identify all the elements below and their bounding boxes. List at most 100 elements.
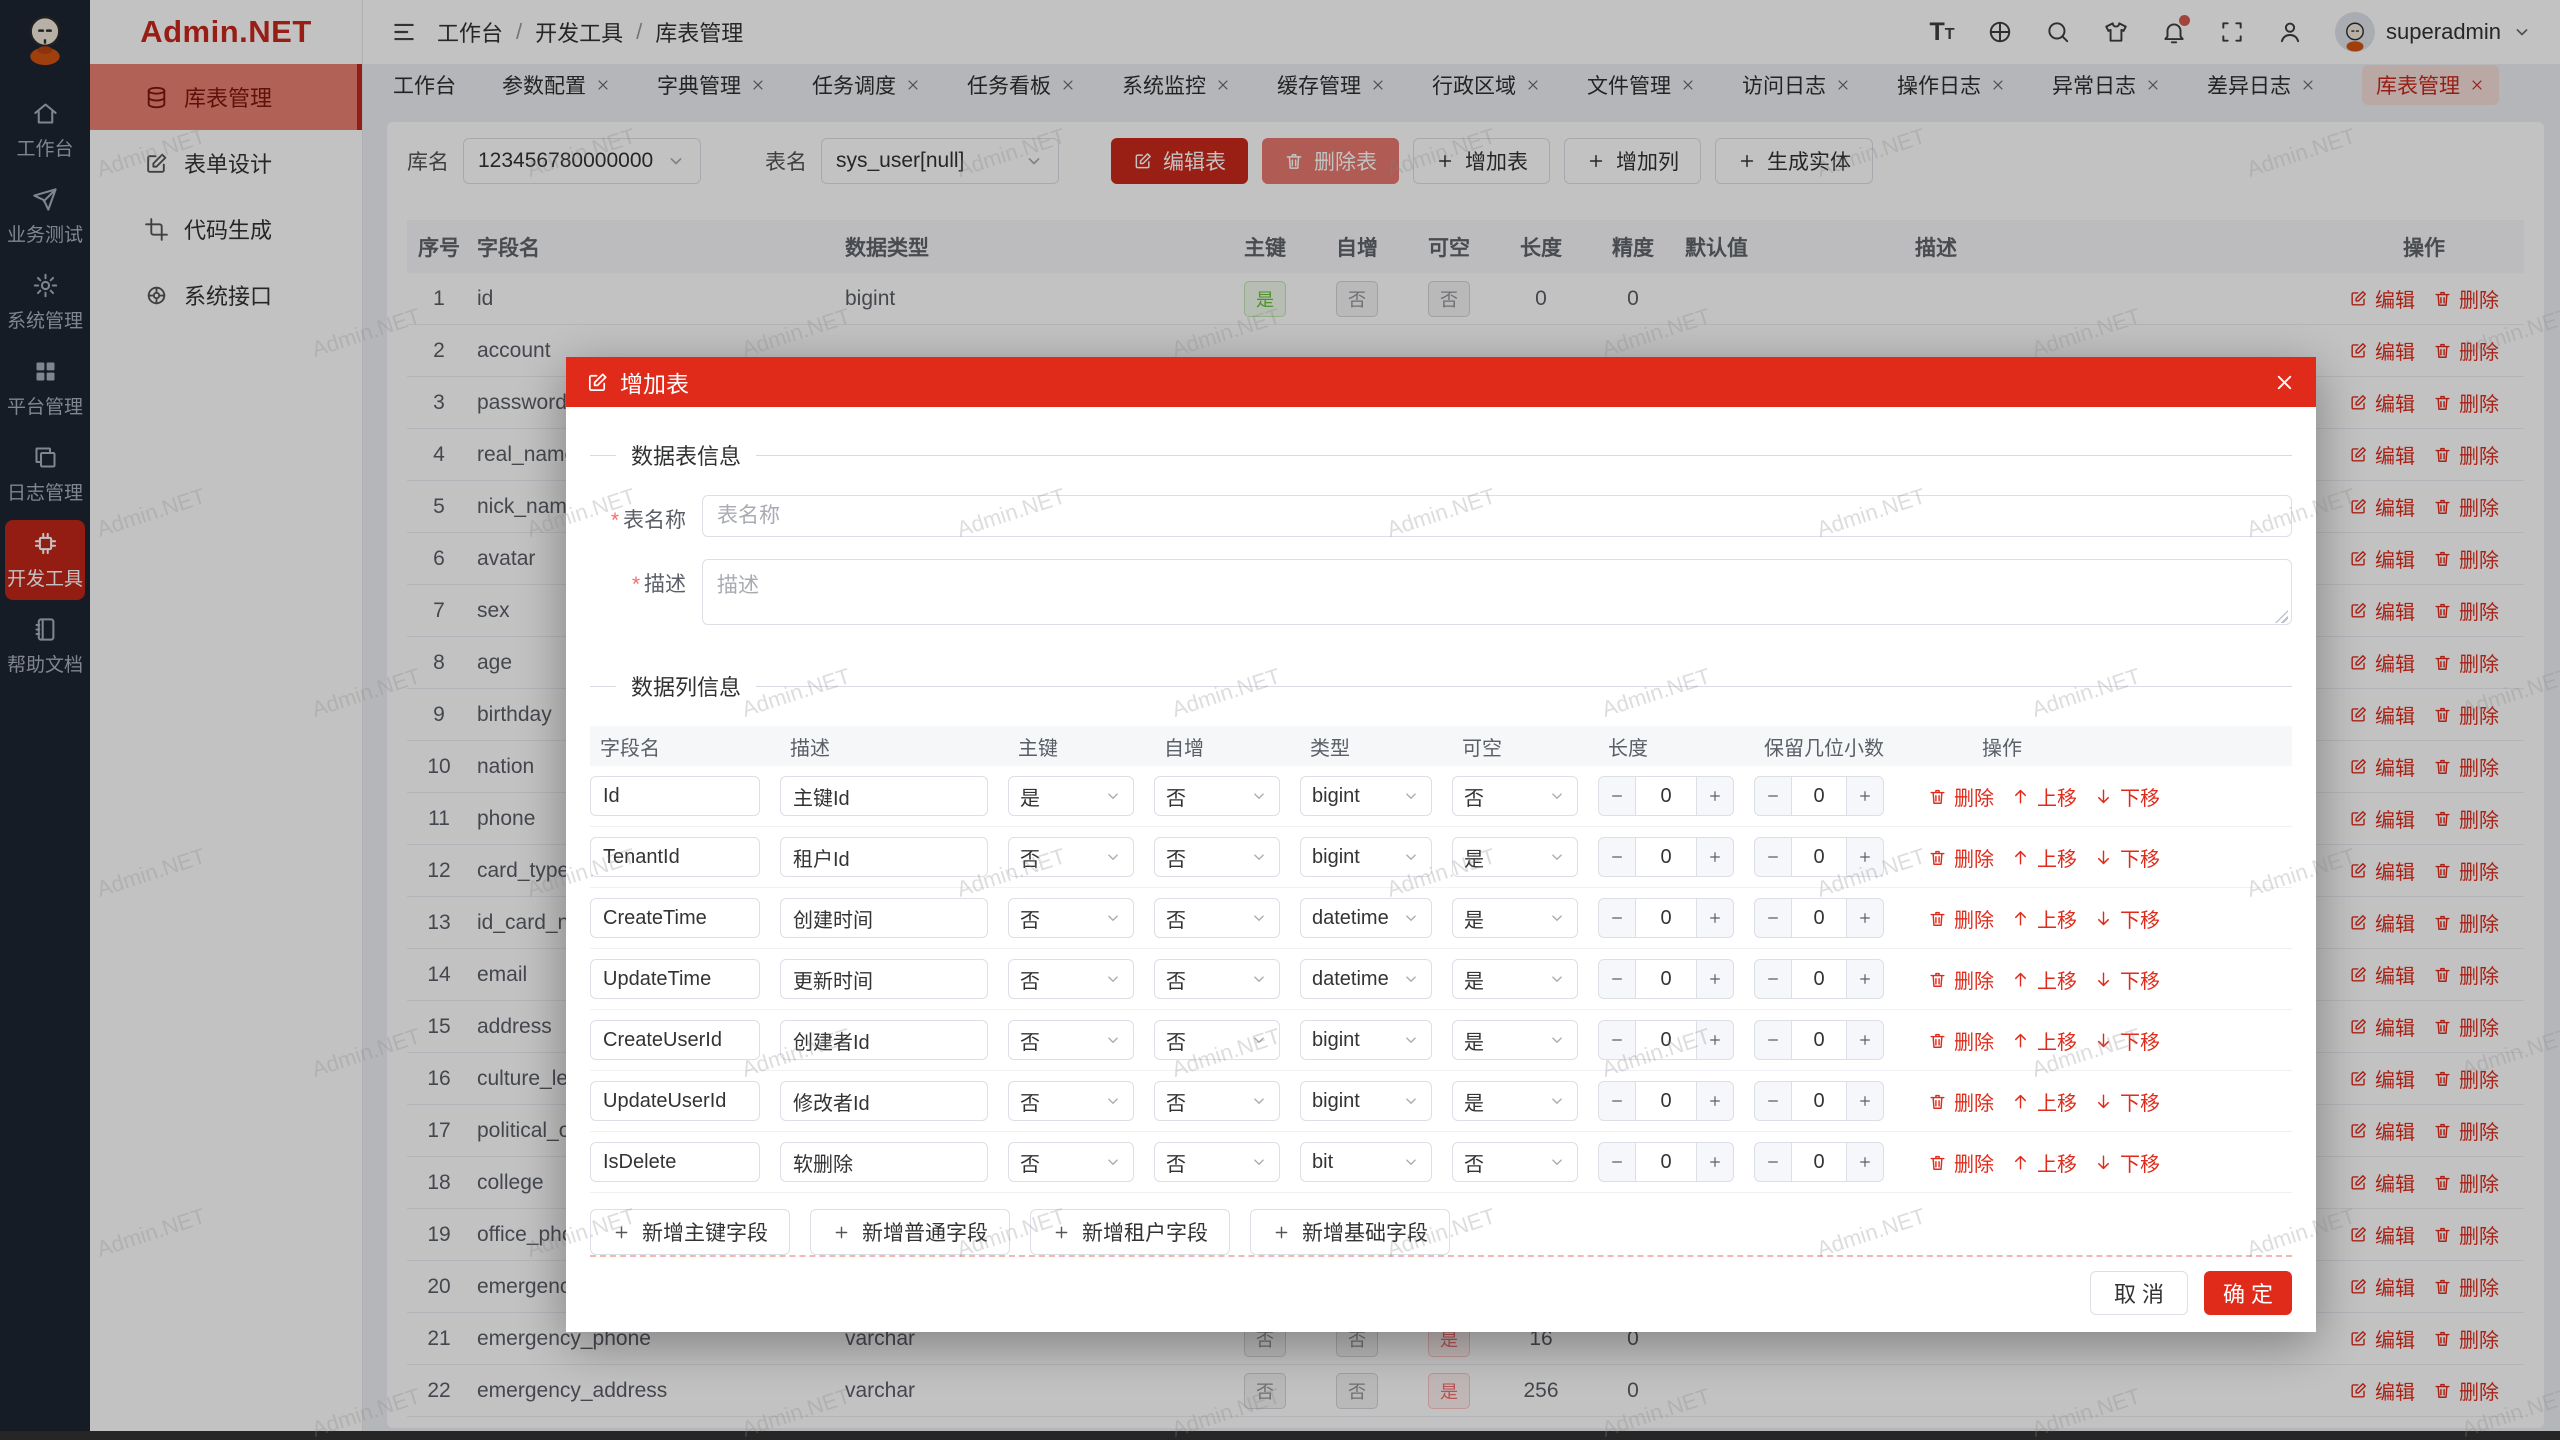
tab-close-icon[interactable] [1215, 77, 1231, 93]
row-delete-link[interactable]: 删除 [2433, 1168, 2499, 1197]
add-base-field-button[interactable]: 新增基础字段 [1250, 1209, 1450, 1255]
increase-button[interactable] [1847, 1082, 1883, 1120]
tab[interactable]: 工作台 [393, 75, 456, 98]
tab-close-icon[interactable] [905, 77, 921, 93]
increase-button[interactable] [1697, 899, 1733, 937]
row-delete-link[interactable]: 删除 [1928, 1087, 1994, 1116]
row-delete-link[interactable]: 删除 [2433, 596, 2499, 625]
row-edit-link[interactable]: 编辑 [2349, 1220, 2415, 1249]
theme-icon[interactable] [2103, 19, 2129, 45]
row-edit-link[interactable]: 编辑 [2349, 908, 2415, 937]
nullable-select[interactable]: 是 [1452, 959, 1578, 999]
type-select[interactable]: datetime [1300, 898, 1432, 938]
row-delete-link[interactable]: 删除 [2433, 492, 2499, 521]
tab[interactable]: 缓存管理 [1277, 70, 1386, 100]
tab[interactable]: 文件管理 [1587, 70, 1696, 100]
add-column-button[interactable]: 增加列 [1564, 138, 1701, 184]
add-pk-field-button[interactable]: 新增主键字段 [590, 1209, 790, 1255]
breadcrumb-item[interactable]: 工作台 [437, 21, 504, 46]
row-move-down-link[interactable]: 下移 [2094, 965, 2160, 994]
row-delete-link[interactable]: 删除 [1928, 1148, 1994, 1177]
field-name-input[interactable] [590, 776, 760, 816]
row-move-up-link[interactable]: 上移 [2011, 965, 2077, 994]
row-delete-link[interactable]: 删除 [2433, 1376, 2499, 1405]
nullable-select[interactable]: 否 [1452, 776, 1578, 816]
table-desc-textarea[interactable] [702, 559, 2292, 625]
row-edit-link[interactable]: 编辑 [2349, 1116, 2415, 1145]
row-edit-link[interactable]: 编辑 [2349, 648, 2415, 677]
pk-select[interactable]: 否 [1008, 1020, 1134, 1060]
row-delete-link[interactable]: 删除 [2433, 544, 2499, 573]
row-delete-link[interactable]: 删除 [2433, 440, 2499, 469]
row-edit-link[interactable]: 编辑 [2349, 1376, 2415, 1405]
field-desc-input[interactable] [780, 837, 988, 877]
increment-select[interactable]: 否 [1154, 1142, 1280, 1182]
row-edit-link[interactable]: 编辑 [2349, 804, 2415, 833]
row-delete-link[interactable]: 删除 [2433, 388, 2499, 417]
row-move-up-link[interactable]: 上移 [2011, 1087, 2077, 1116]
row-edit-link[interactable]: 编辑 [2349, 1324, 2415, 1353]
rail-item[interactable]: 业务测试 [5, 176, 85, 256]
decrease-button[interactable] [1599, 1082, 1635, 1120]
field-desc-input[interactable] [780, 959, 988, 999]
row-edit-link[interactable]: 编辑 [2349, 1272, 2415, 1301]
row-delete-link[interactable]: 删除 [2433, 648, 2499, 677]
user-menu[interactable]: superadmin [2335, 12, 2532, 52]
field-desc-input[interactable] [780, 1020, 988, 1060]
row-edit-link[interactable]: 编辑 [2349, 752, 2415, 781]
field-name-input[interactable] [590, 1020, 760, 1060]
decrease-button[interactable] [1755, 899, 1791, 937]
increase-button[interactable] [1697, 1021, 1733, 1059]
generate-entity-button[interactable]: 生成实体 [1715, 138, 1873, 184]
increase-button[interactable] [1847, 1021, 1883, 1059]
row-edit-link[interactable]: 编辑 [2349, 388, 2415, 417]
rail-item[interactable]: 平台管理 [5, 348, 85, 428]
collapse-menu-icon[interactable] [391, 19, 417, 45]
sidebar-item[interactable]: 库表管理 [90, 64, 362, 130]
row-delete-link[interactable]: 删除 [2433, 1012, 2499, 1041]
tab[interactable]: 操作日志 [1897, 70, 2006, 100]
add-tenant-field-button[interactable]: 新增租户字段 [1030, 1209, 1230, 1255]
tab[interactable]: 任务调度 [812, 70, 921, 100]
row-move-down-link[interactable]: 下移 [2094, 1026, 2160, 1055]
rail-item[interactable]: 日志管理 [5, 434, 85, 514]
increase-button[interactable] [1847, 960, 1883, 998]
tab[interactable]: 库表管理 [2362, 65, 2499, 105]
tab-close-icon[interactable] [2145, 77, 2161, 93]
decrease-button[interactable] [1599, 1021, 1635, 1059]
field-desc-input[interactable] [780, 898, 988, 938]
increase-button[interactable] [1847, 899, 1883, 937]
row-edit-link[interactable]: 编辑 [2349, 596, 2415, 625]
increment-select[interactable]: 否 [1154, 1020, 1280, 1060]
field-name-input[interactable] [590, 1142, 760, 1182]
sidebar-item[interactable]: 代码生成 [90, 196, 362, 262]
type-select[interactable]: datetime [1300, 959, 1432, 999]
increase-button[interactable] [1697, 960, 1733, 998]
cancel-button[interactable]: 取 消 [2090, 1271, 2188, 1315]
increase-button[interactable] [1697, 777, 1733, 815]
field-name-input[interactable] [590, 898, 760, 938]
row-delete-link[interactable]: 删除 [2433, 856, 2499, 885]
nullable-select[interactable]: 是 [1452, 1081, 1578, 1121]
increase-button[interactable] [1847, 777, 1883, 815]
row-delete-link[interactable]: 删除 [2433, 752, 2499, 781]
field-name-input[interactable] [590, 959, 760, 999]
db-select[interactable]: 123456780000000 [463, 138, 701, 184]
tab[interactable]: 访问日志 [1742, 70, 1851, 100]
row-move-down-link[interactable]: 下移 [2094, 843, 2160, 872]
row-delete-link[interactable]: 删除 [2433, 804, 2499, 833]
row-delete-link[interactable]: 删除 [2433, 1324, 2499, 1353]
decrease-button[interactable] [1755, 1143, 1791, 1181]
type-select[interactable]: bigint [1300, 1020, 1432, 1060]
row-delete-link[interactable]: 删除 [2433, 284, 2499, 313]
row-move-up-link[interactable]: 上移 [2011, 843, 2077, 872]
row-delete-link[interactable]: 删除 [1928, 965, 1994, 994]
row-delete-link[interactable]: 删除 [1928, 782, 1994, 811]
tab[interactable]: 任务看板 [967, 70, 1076, 100]
table-name-input[interactable] [702, 495, 2292, 537]
type-select[interactable]: bigint [1300, 776, 1432, 816]
increase-button[interactable] [1847, 1143, 1883, 1181]
increment-select[interactable]: 否 [1154, 898, 1280, 938]
rail-item[interactable]: 系统管理 [5, 262, 85, 342]
row-delete-link[interactable]: 删除 [2433, 960, 2499, 989]
